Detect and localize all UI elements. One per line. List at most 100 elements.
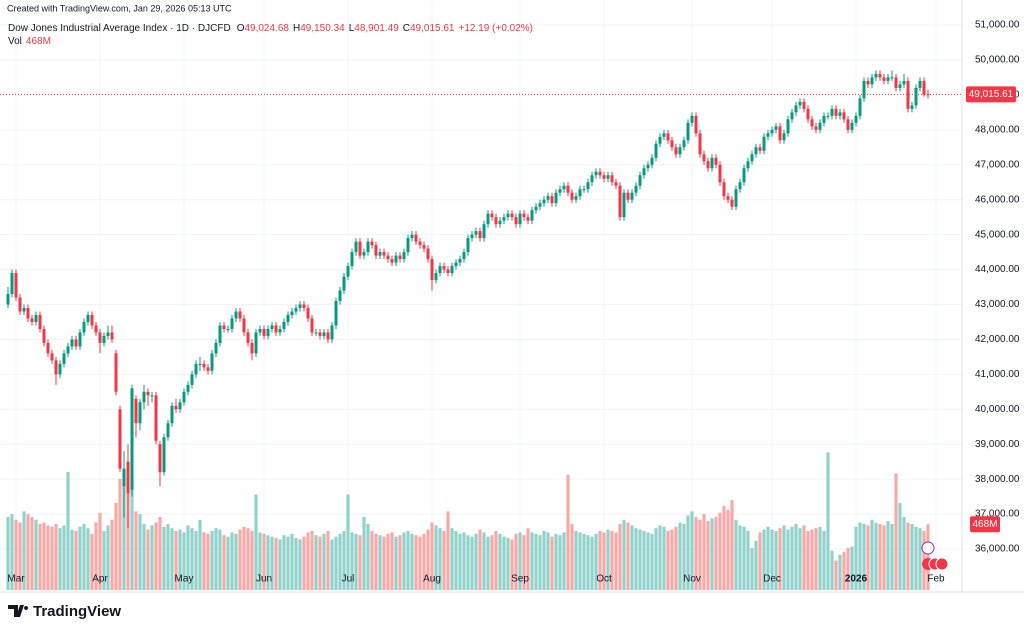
candle-body [210,353,214,371]
candle-body [822,115,826,123]
volume-bar [278,539,282,590]
candle-body [914,87,918,106]
indicator-icons [921,541,949,571]
volume-bar [118,479,122,590]
volume-bar [226,536,230,590]
volume-bar [470,536,474,590]
volume-bar [10,514,14,590]
volume-bar [698,519,702,590]
x-tick-label: Dec [763,574,781,585]
volume-bar [254,494,258,590]
volume-bar [138,514,142,590]
candle-body [286,314,290,322]
candle-body [718,164,722,183]
candle-body [678,147,682,155]
volume-bar [74,531,78,590]
y-tick-label: 47,000.00 [975,159,1020,170]
candle-body [490,213,494,218]
candle-body [398,255,402,260]
volume-bar [166,523,170,590]
volume-bar [486,536,490,590]
candle-body [190,374,194,385]
volume-bar [242,526,246,590]
candle-body [350,252,354,267]
candle-body [266,328,270,336]
volume-bar [870,519,874,590]
volume-bar [686,515,690,590]
candle-body [30,318,34,322]
candle-body [886,77,890,81]
x-tick-label: Jun [256,574,272,585]
volume-bar [878,523,882,590]
volume-bar [902,516,906,590]
candle-body [374,245,378,256]
volume-bar [238,529,242,590]
candle-body [674,147,678,155]
volume-bar [714,516,718,590]
candle-body [386,255,390,260]
candle-body [194,363,198,375]
candle-body [334,301,338,326]
volume-bar [606,529,610,590]
volume-bar [882,525,886,590]
volume-bar [646,532,650,590]
volume-bar [794,523,798,590]
volume-bar [378,535,382,590]
candle-body [314,332,318,334]
candle-body [550,196,554,204]
candle-body [426,248,430,260]
volume-bar [370,531,374,590]
candle-body [126,461,130,494]
y-tick-label: 48,000.00 [975,124,1020,135]
volume-bars [6,452,930,590]
candle-body [890,77,894,79]
candle-body [86,314,90,322]
candle-body [378,252,382,256]
candle-body [898,84,902,88]
candle-body [578,189,582,197]
volume-bar [678,522,682,590]
candle-body [730,199,734,207]
x-tick-label: Nov [683,574,701,585]
volume-bar [350,532,354,590]
last-price-label: 49,015.61 [969,89,1014,100]
volume-bar [666,531,670,590]
candle-body [894,77,898,88]
candle-body [66,346,70,354]
volume-bar [70,529,74,590]
volume-bar [894,473,898,590]
volume-bar [770,529,774,590]
candle-body [294,307,298,312]
x-tick-label: Sep [511,574,529,585]
candle-body [214,342,218,354]
candle-body [74,339,78,347]
volume-bar [362,516,366,590]
volume-bar [650,533,654,590]
volume-bar [914,526,918,590]
candle-body [422,245,426,249]
volume-bar [582,533,586,590]
volume-bar [730,500,734,590]
candle-body [478,231,482,239]
volume-bar [458,533,462,590]
candle-body [370,241,374,246]
candle-body [662,133,666,137]
y-tick-label: 42,000.00 [975,334,1020,345]
volume-bar [758,532,762,590]
candle-body [102,335,106,343]
volume-bar [14,519,18,590]
candle-body [94,325,98,333]
volume-bar [94,522,98,590]
volume-bar [274,538,278,590]
volume-bar [590,536,594,590]
volume-bar [810,529,814,590]
candle-body [602,175,606,179]
candle-body [690,115,694,123]
volume-bar [558,535,562,590]
legend-key: O [237,23,245,34]
x-tick-label: Jul [342,574,355,585]
volume-bar [30,516,34,590]
volume-bar [334,536,338,590]
volume-bar [182,532,186,590]
candle-body [162,437,166,473]
